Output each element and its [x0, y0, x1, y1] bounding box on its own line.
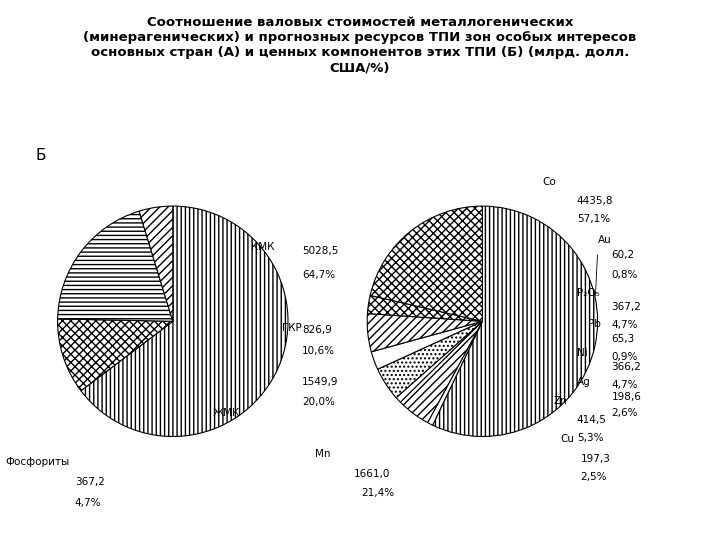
Text: 60,2: 60,2 — [611, 250, 634, 260]
Text: 0,8%: 0,8% — [611, 269, 638, 280]
Text: Mn: Mn — [315, 449, 331, 459]
Text: ГКР: ГКР — [282, 322, 302, 333]
Text: Au: Au — [598, 235, 611, 245]
Wedge shape — [433, 206, 598, 436]
Text: ЖМК: ЖМК — [213, 408, 240, 418]
Text: 414,5: 414,5 — [577, 415, 607, 424]
Wedge shape — [396, 321, 482, 402]
Wedge shape — [428, 321, 482, 425]
Text: Co: Co — [542, 177, 556, 187]
Wedge shape — [58, 211, 173, 321]
Text: Соотношение валовых стоимостей металлогенических
(минерагенических) и прогнозных: Соотношение валовых стоимостей металлоге… — [84, 16, 636, 74]
Text: 366,2: 366,2 — [611, 362, 642, 372]
Wedge shape — [400, 321, 482, 423]
Text: 826,9: 826,9 — [302, 325, 332, 335]
Text: 10,6%: 10,6% — [302, 346, 335, 355]
Text: 20,0%: 20,0% — [302, 397, 335, 407]
Wedge shape — [370, 206, 482, 321]
Wedge shape — [81, 206, 288, 436]
Text: 1549,9: 1549,9 — [302, 377, 338, 387]
Text: 5,3%: 5,3% — [577, 433, 603, 443]
Text: Ag: Ag — [577, 377, 590, 387]
Text: 0,9%: 0,9% — [611, 353, 638, 362]
Text: Фосфориты: Фосфориты — [6, 457, 70, 467]
Text: 4,7%: 4,7% — [611, 380, 638, 390]
Wedge shape — [367, 295, 482, 321]
Text: 198,6: 198,6 — [611, 392, 642, 402]
Text: 65,3: 65,3 — [611, 334, 634, 344]
Text: 4,7%: 4,7% — [75, 498, 102, 508]
Text: Zn: Zn — [554, 396, 567, 406]
Wedge shape — [139, 206, 173, 321]
Text: Cu: Cu — [561, 434, 575, 444]
Text: 4435,8: 4435,8 — [577, 196, 613, 206]
Text: 21,4%: 21,4% — [361, 488, 395, 498]
Text: 2,5%: 2,5% — [580, 472, 607, 482]
Text: Б: Б — [36, 148, 47, 164]
Text: 4,7%: 4,7% — [611, 320, 638, 330]
Text: КМК: КМК — [251, 242, 274, 252]
Text: 2,6%: 2,6% — [611, 408, 638, 418]
Wedge shape — [58, 319, 173, 391]
Wedge shape — [367, 314, 482, 352]
Text: 367,2: 367,2 — [611, 302, 642, 312]
Text: 64,7%: 64,7% — [302, 269, 335, 280]
Wedge shape — [377, 321, 482, 397]
Text: 1661,0: 1661,0 — [354, 469, 390, 479]
Wedge shape — [372, 321, 482, 369]
Text: Pb: Pb — [588, 319, 601, 329]
Text: Ni: Ni — [577, 348, 588, 358]
Text: 5028,5: 5028,5 — [302, 246, 338, 256]
Text: P₂O₅: P₂O₅ — [577, 288, 600, 298]
Text: 367,2: 367,2 — [75, 477, 104, 487]
Text: 197,3: 197,3 — [580, 454, 610, 464]
Text: 57,1%: 57,1% — [577, 214, 610, 224]
